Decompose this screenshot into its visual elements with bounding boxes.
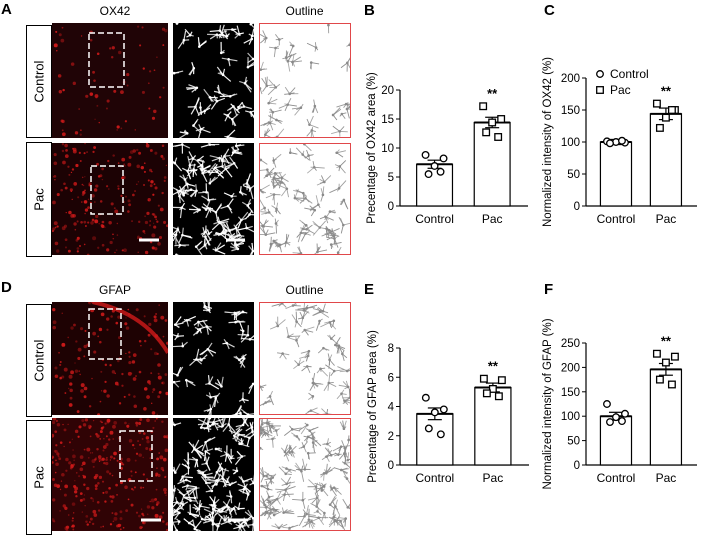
x-tick-label: Control xyxy=(597,471,636,485)
data-point xyxy=(438,431,445,438)
data-point xyxy=(613,414,620,421)
y-tick-label: 0 xyxy=(574,460,580,472)
data-point xyxy=(426,425,433,432)
data-point xyxy=(481,375,488,382)
data-point xyxy=(499,377,506,384)
bar-control xyxy=(417,164,453,206)
bar-control xyxy=(600,142,631,206)
data-point xyxy=(440,155,447,162)
y-tick-label: 0 xyxy=(574,201,580,213)
panel-letter-b: B xyxy=(364,2,375,19)
data-point xyxy=(484,390,491,397)
x-tick-label: Pac xyxy=(656,471,677,485)
y-axis-label: Precentage of OX42 area (%) xyxy=(366,72,378,224)
data-point xyxy=(669,381,676,388)
data-point xyxy=(604,401,611,408)
data-point xyxy=(654,350,661,357)
data-point xyxy=(657,125,664,132)
data-point xyxy=(432,409,439,416)
data-point xyxy=(663,359,670,366)
data-point xyxy=(498,116,505,123)
data-point xyxy=(480,103,487,110)
y-tick-label: 50 xyxy=(567,436,580,448)
data-point xyxy=(489,119,496,126)
y-tick-label: 2 xyxy=(388,431,394,443)
bar-control xyxy=(600,416,631,465)
data-point xyxy=(619,137,626,144)
x-tick-label: Control xyxy=(597,212,636,226)
y-tick-label: 50 xyxy=(567,169,580,181)
legend-marker-pac xyxy=(597,87,604,94)
y-axis-label: Precentage of GFAP area (%) xyxy=(367,330,379,483)
y-tick-label: 6 xyxy=(388,372,394,384)
bar-pac xyxy=(474,122,510,206)
y-axis-label: Normalized intensity of GFAP (%) xyxy=(542,318,554,489)
data-point xyxy=(607,419,614,426)
data-point xyxy=(657,376,664,383)
data-point xyxy=(437,168,444,175)
y-tick-label: 8 xyxy=(388,343,394,355)
y-tick-label: 5 xyxy=(388,172,394,184)
bar-control xyxy=(417,414,453,465)
significance-marker: ** xyxy=(487,86,498,101)
y-tick-label: 10 xyxy=(381,143,394,155)
data-point xyxy=(422,152,429,159)
x-tick-label: Control xyxy=(415,471,454,485)
y-tick-label: 4 xyxy=(388,402,395,414)
data-point xyxy=(425,171,432,178)
significance-marker: ** xyxy=(488,359,499,374)
y-tick-label: 200 xyxy=(561,73,580,85)
data-point xyxy=(441,406,448,413)
data-point xyxy=(622,410,629,417)
data-point xyxy=(669,107,676,114)
legend-marker-control xyxy=(597,71,604,78)
y-tick-label: 200 xyxy=(561,362,580,374)
legend-label-control: Control xyxy=(610,67,649,81)
bar-pac xyxy=(475,387,511,465)
data-point xyxy=(672,353,679,360)
y-axis-label: Normalized intensity of OX42 (%) xyxy=(542,57,554,227)
data-point xyxy=(607,140,614,147)
x-tick-label: Pac xyxy=(482,212,503,226)
y-tick-label: 100 xyxy=(561,137,580,149)
y-tick-label: 250 xyxy=(561,338,580,350)
y-tick-label: 150 xyxy=(561,387,580,399)
legend-label-pac: Pac xyxy=(610,83,631,97)
panel-letter-c: C xyxy=(544,2,555,19)
y-tick-label: 0 xyxy=(388,460,394,472)
data-point xyxy=(483,129,490,136)
data-point xyxy=(496,393,503,400)
y-tick-label: 15 xyxy=(381,114,394,126)
y-tick-label: 0 xyxy=(388,201,394,213)
data-point xyxy=(619,418,626,425)
panel-letter-e: E xyxy=(364,281,374,298)
x-tick-label: Pac xyxy=(483,471,504,485)
significance-marker: ** xyxy=(661,84,672,99)
x-tick-label: Pac xyxy=(656,212,677,226)
data-point xyxy=(663,114,670,121)
x-tick-label: Control xyxy=(415,212,454,226)
bar-pac xyxy=(650,114,681,206)
data-point xyxy=(654,100,661,107)
data-point xyxy=(431,163,438,170)
panel-letter-f: F xyxy=(544,281,553,298)
y-tick-label: 100 xyxy=(561,411,580,423)
y-tick-label: 20 xyxy=(381,85,394,97)
data-point xyxy=(495,134,502,141)
significance-marker: ** xyxy=(661,334,672,349)
data-point xyxy=(423,394,430,401)
y-tick-label: 150 xyxy=(561,105,580,117)
bar-pac xyxy=(650,369,681,465)
